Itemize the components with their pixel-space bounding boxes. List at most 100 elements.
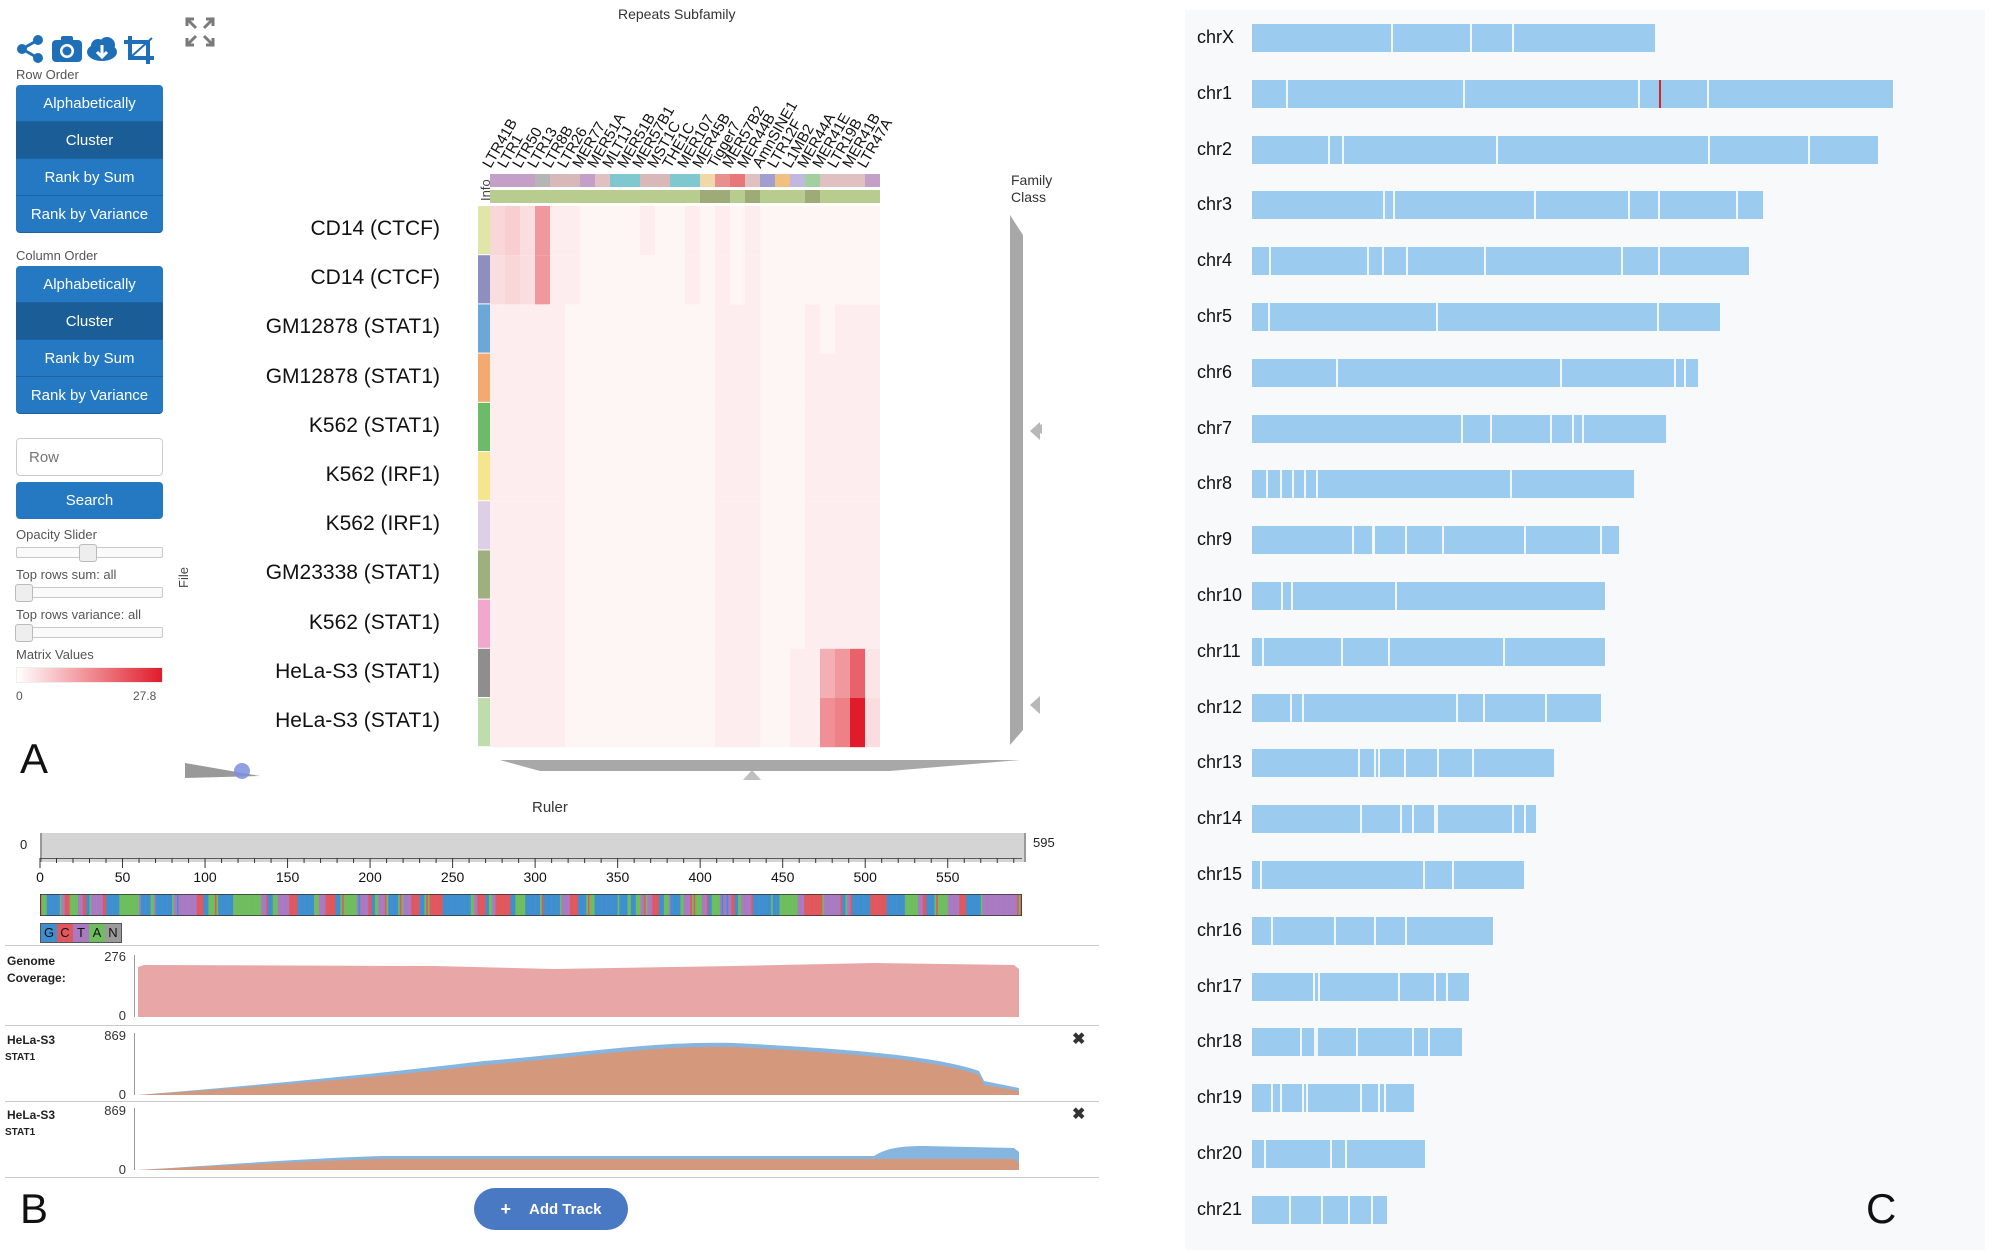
heatmap-cell[interactable] [505, 501, 520, 551]
heatmap-cell[interactable] [520, 599, 535, 649]
heatmap-cell[interactable] [820, 698, 835, 748]
chromosome-bar[interactable] [1252, 749, 1554, 778]
heatmap-cell[interactable] [820, 501, 835, 551]
heatmap-cell[interactable] [745, 648, 760, 698]
heatmap-cell[interactable] [700, 452, 715, 502]
heatmap-cell[interactable] [595, 550, 610, 600]
heatmap-cell[interactable] [670, 550, 685, 600]
heatmap-cell[interactable] [550, 599, 565, 649]
heatmap-cell[interactable] [715, 698, 730, 748]
heatmap-cell[interactable] [820, 206, 835, 256]
heatmap-cell[interactable] [595, 599, 610, 649]
heatmap-cell[interactable] [760, 550, 775, 600]
heatmap-cell[interactable] [730, 452, 745, 502]
heatmap-cell[interactable] [625, 206, 640, 256]
heatmap-cell[interactable] [640, 550, 655, 600]
heatmap-cell[interactable] [850, 648, 865, 698]
heatmap-cell[interactable] [805, 599, 820, 649]
heatmap-cell[interactable] [505, 353, 520, 403]
heatmap-cell[interactable] [520, 648, 535, 698]
heatmap-cell[interactable] [610, 698, 625, 748]
heatmap-cell[interactable] [535, 599, 550, 649]
heatmap-cell[interactable] [745, 402, 760, 452]
heatmap-cell[interactable] [580, 255, 595, 305]
heatmap-cell[interactable] [655, 206, 670, 256]
heatmap-cell[interactable] [835, 599, 850, 649]
heatmap-cell[interactable] [595, 353, 610, 403]
heatmap-cell[interactable] [805, 648, 820, 698]
heatmap-cell[interactable] [535, 304, 550, 354]
heatmap-cell[interactable] [490, 550, 505, 600]
top-rows-variance-slider[interactable] [15, 624, 163, 642]
heatmap-cell[interactable] [655, 698, 670, 748]
heatmap-cell[interactable] [670, 206, 685, 256]
heatmap-cell[interactable] [700, 698, 715, 748]
heatmap-cell[interactable] [775, 550, 790, 600]
column-order-button-3[interactable]: Rank by Variance [16, 377, 163, 414]
heatmap-cell[interactable] [580, 353, 595, 403]
heatmap-cell[interactable] [775, 452, 790, 502]
heatmap-cell[interactable] [865, 698, 880, 748]
column-order-button-0[interactable]: Alphabetically [16, 266, 163, 303]
heatmap-cell[interactable] [790, 648, 805, 698]
heatmap-cell[interactable] [835, 501, 850, 551]
heatmap-cell[interactable] [565, 353, 580, 403]
heatmap-cell[interactable] [685, 452, 700, 502]
heatmap-cell[interactable] [580, 698, 595, 748]
add-track-button[interactable]: + Add Track [474, 1188, 628, 1230]
heatmap-row-label[interactable]: GM12878 (STAT1) [265, 364, 440, 388]
heatmap-cell[interactable] [835, 648, 850, 698]
heatmap-cell[interactable] [670, 501, 685, 551]
heatmap-cell[interactable] [610, 206, 625, 256]
heatmap-cell[interactable] [790, 206, 805, 256]
heatmap-cell[interactable] [490, 698, 505, 748]
heatmap-cell[interactable] [820, 402, 835, 452]
heatmap-row-label[interactable]: CD14 (CTCF) [310, 266, 441, 290]
row-order-button-2[interactable]: Rank by Sum [16, 159, 163, 196]
heatmap-cell[interactable] [595, 501, 610, 551]
heatmap-cell[interactable] [550, 648, 565, 698]
heatmap-cell[interactable] [760, 452, 775, 502]
heatmap-cell[interactable] [610, 255, 625, 305]
heatmap-cell[interactable] [640, 353, 655, 403]
heatmap-cell[interactable] [730, 501, 745, 551]
chromosome-bar[interactable] [1252, 693, 1601, 722]
heatmap-cell[interactable] [520, 698, 535, 748]
heatmap-cell[interactable] [745, 304, 760, 354]
heatmap-cell[interactable] [760, 353, 775, 403]
heatmap-cell[interactable] [715, 353, 730, 403]
heatmap-cell[interactable] [715, 550, 730, 600]
heatmap-cell[interactable] [835, 698, 850, 748]
heatmap-row-label[interactable]: HeLa-S3 (STAT1) [275, 659, 440, 683]
heatmap-cell[interactable] [595, 648, 610, 698]
chromosome-bar[interactable] [1252, 861, 1524, 889]
heatmap-cell[interactable] [655, 255, 670, 305]
heatmap-cell[interactable] [730, 304, 745, 354]
heatmap-cell[interactable] [535, 648, 550, 698]
heatmap-cell[interactable] [835, 550, 850, 600]
heatmap-cell[interactable] [775, 599, 790, 649]
heatmap-cell[interactable] [535, 402, 550, 452]
heatmap-cell[interactable] [775, 501, 790, 551]
heatmap-cell[interactable] [715, 452, 730, 502]
heatmap-cell[interactable] [865, 501, 880, 551]
heatmap-cell[interactable] [655, 648, 670, 698]
heatmap-cell[interactable] [715, 255, 730, 305]
heatmap-cell[interactable] [805, 206, 820, 256]
chromosome-bar[interactable] [1252, 526, 1619, 555]
heatmap-cell[interactable] [505, 452, 520, 502]
heatmap-cell[interactable] [805, 698, 820, 748]
heatmap-cell[interactable] [790, 255, 805, 305]
heatmap-cell[interactable] [580, 648, 595, 698]
heatmap-cell[interactable] [655, 550, 670, 600]
heatmap-cell[interactable] [850, 402, 865, 452]
heatmap-cell[interactable] [850, 304, 865, 354]
top-rows-sum-handle[interactable] [15, 584, 33, 602]
heatmap-cell[interactable] [865, 452, 880, 502]
heatmap-cell[interactable] [490, 648, 505, 698]
heatmap-cell[interactable] [715, 501, 730, 551]
heatmap-cell[interactable] [835, 304, 850, 354]
heatmap-cell[interactable] [505, 255, 520, 305]
heatmap-cell[interactable] [670, 402, 685, 452]
heatmap-cell[interactable] [820, 255, 835, 305]
